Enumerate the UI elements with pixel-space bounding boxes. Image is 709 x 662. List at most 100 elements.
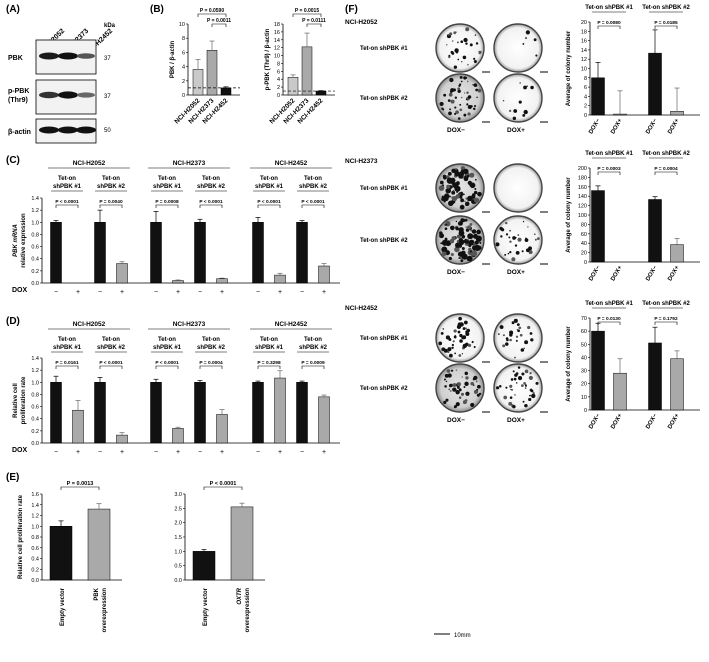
colony-dot	[452, 88, 456, 92]
colony-dot	[523, 109, 528, 115]
colony-dot	[514, 356, 516, 359]
colony-dot	[463, 76, 467, 80]
colony-dot	[474, 187, 477, 191]
colony-dot	[445, 187, 452, 194]
y-tick-label: 1.4	[31, 196, 39, 202]
colony-dot	[473, 57, 476, 60]
cell-line-header: NCI-H2452	[275, 160, 308, 167]
colony-dot	[439, 180, 444, 185]
x-tick-label: DOX+	[610, 413, 624, 431]
significance-bracket	[155, 204, 179, 208]
colony-dot	[505, 337, 509, 340]
colony-dot	[465, 327, 468, 330]
y-axis-label: PBK mRNA	[13, 224, 19, 257]
colony-dot	[458, 388, 461, 391]
y-tick-label: 40	[581, 355, 587, 361]
colony-dot	[443, 93, 447, 97]
dox-sign: +	[76, 289, 80, 296]
colony-dot	[453, 405, 457, 409]
y-tick-label: 2	[182, 79, 185, 85]
colony-dot	[454, 185, 461, 192]
y-tick-label: 0	[584, 260, 587, 266]
p-value: P = 0.0004	[654, 166, 678, 172]
significance-bracket	[597, 25, 621, 29]
colony-dot	[461, 376, 463, 378]
bar	[648, 342, 662, 411]
dox-sign: +	[278, 289, 282, 296]
colony-dot	[511, 388, 513, 391]
colony-dot	[447, 172, 452, 176]
blot-row-label: p-PBK	[8, 88, 29, 95]
significance-bracket	[292, 13, 322, 17]
colony-dot	[449, 353, 453, 358]
colony-dot	[534, 238, 537, 241]
colony-dot	[520, 348, 525, 352]
shrna-label: shPBK #1	[153, 184, 182, 190]
cell-line-header: NCI-H2052	[345, 19, 378, 26]
colony-dot	[528, 375, 533, 380]
dox-sign: +	[322, 449, 326, 456]
colony-dot	[459, 195, 463, 199]
colony-dot	[519, 82, 521, 84]
colony-dot	[456, 182, 460, 186]
colony-dot	[476, 393, 480, 397]
colony-dot	[467, 112, 471, 116]
colony-dot	[524, 384, 527, 387]
colony-dot	[457, 382, 461, 387]
shrna-label: shPBK #2	[299, 184, 328, 190]
colony-dot	[509, 251, 512, 254]
y-tick-label: 1.0	[31, 220, 39, 226]
colony-dot	[441, 251, 447, 257]
colony-dot	[509, 330, 514, 335]
colony-dot	[459, 103, 462, 106]
culture-dish	[493, 163, 543, 213]
bar	[192, 69, 204, 96]
colony-dot	[451, 201, 455, 205]
colony-dot	[457, 87, 461, 91]
colony-dot	[515, 335, 519, 338]
p-value: P = 0.0008	[155, 199, 179, 205]
significance-bracket	[654, 171, 678, 175]
shrna-label: Tet-on	[202, 337, 220, 343]
p-value: P = 0.0161	[55, 360, 79, 366]
y-tick-label: 18	[581, 29, 587, 35]
culture-dish	[493, 23, 543, 73]
y-tick-label: 1.5	[174, 535, 182, 541]
y-tick-label: 0	[584, 113, 587, 119]
shrna-label: shPBK #2	[299, 345, 328, 351]
colony-dot	[473, 346, 476, 349]
y-tick-label: 1.0	[31, 380, 39, 386]
bar	[315, 90, 327, 96]
shrna-label: Tet-on	[260, 176, 278, 182]
y-tick-label: 20	[581, 251, 587, 257]
x-tick-label: DOX−	[645, 413, 659, 431]
shrna-row-label: Tet-on shPBK #1	[360, 186, 408, 192]
y-tick-label: 0.0	[174, 578, 182, 584]
dox-sign: −	[256, 289, 260, 296]
colony-dot	[524, 387, 527, 389]
panel-label-e: (E)	[6, 472, 19, 483]
colony-dot	[466, 257, 470, 261]
colony-dot	[450, 390, 452, 392]
colony-dot	[517, 234, 520, 236]
bar	[72, 409, 84, 444]
shrna-label: Tet-on shPBK #2	[642, 301, 690, 307]
colony-dot	[469, 222, 473, 226]
dox-sign: −	[198, 449, 202, 456]
colony-dot	[528, 250, 533, 255]
shrna-row-label: Tet-on shPBK #1	[360, 46, 408, 52]
colony-dot	[461, 353, 464, 355]
colony-dot	[455, 50, 459, 54]
colony-dot	[448, 92, 453, 97]
blot-kda-value: 37	[104, 94, 111, 100]
colony-dot	[479, 242, 482, 244]
colony-dot	[442, 195, 449, 202]
dox-label: DOX−	[447, 269, 465, 276]
blot-band	[39, 52, 59, 60]
colony-dot	[446, 44, 448, 46]
colony-dot	[467, 343, 472, 348]
panel-label-b: (B)	[150, 4, 164, 15]
bar	[194, 382, 206, 444]
colony-dot	[509, 396, 513, 399]
significance-bracket	[257, 365, 281, 369]
